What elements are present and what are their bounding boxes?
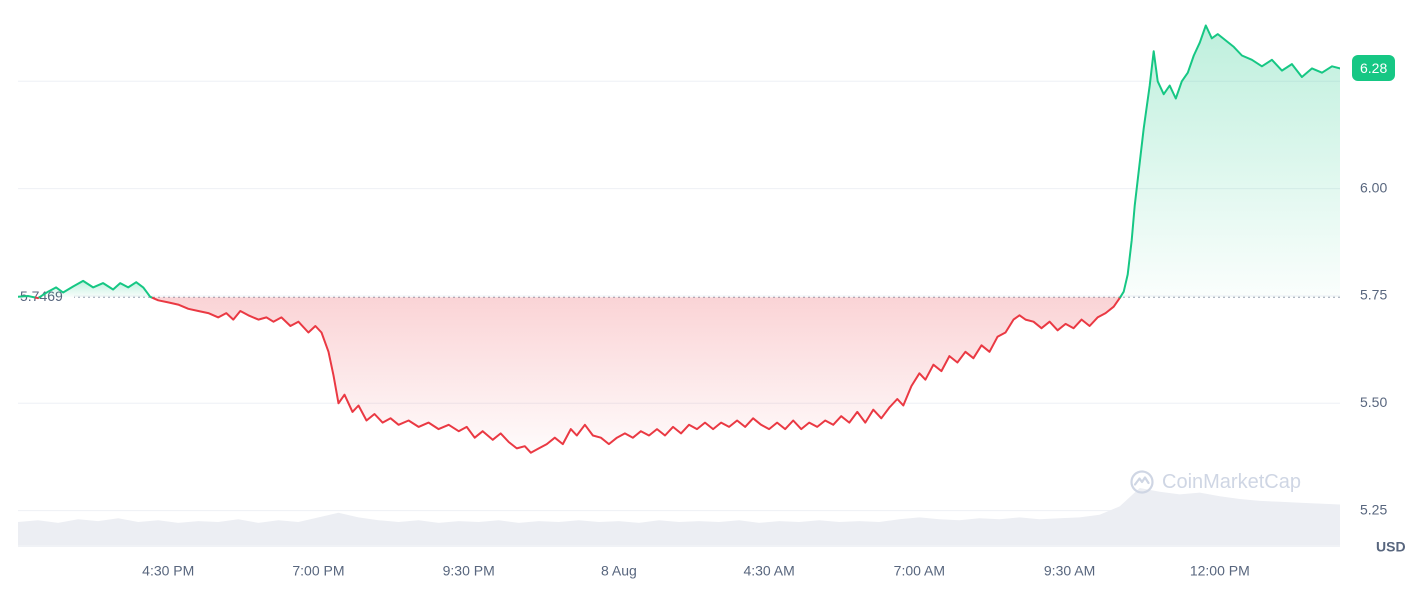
area-below [151,297,1120,452]
line-above [18,296,34,297]
current-price-badge: 6.28 [1352,55,1395,81]
x-tick-label: 8 Aug [601,562,637,578]
watermark-text: CoinMarketCap [1162,471,1301,494]
currency-label: USD [1376,539,1406,555]
y-tick-label: 5.25 [1360,501,1387,517]
x-tick-label: 7:00 AM [894,562,945,578]
y-tick-label: 5.75 [1360,287,1387,303]
price-chart[interactable]: 5.25 5.50 5.75 6.00 4:30 PM 7:00 PM 9:30 PM 8 A… [0,0,1416,608]
watermark: CoinMarketCap [1130,470,1301,494]
volume-area [18,488,1340,545]
current-price-value: 6.28 [1360,60,1387,76]
x-tick-label: 4:30 PM [142,562,194,578]
x-tick-label: 4:30 AM [743,562,794,578]
y-tick-label: 5.50 [1360,394,1387,410]
x-tick-label: 9:30 AM [1044,562,1095,578]
x-tick-label: 12:00 PM [1190,562,1250,578]
y-tick-label: 6.00 [1360,179,1387,195]
area-above [1120,26,1340,298]
coinmarketcap-icon [1130,470,1154,494]
x-tick-label: 9:30 PM [443,562,495,578]
x-tick-label: 7:00 PM [292,562,344,578]
chart-svg: 5.25 5.50 5.75 6.00 4:30 PM 7:00 PM 9:30 PM 8 A… [0,0,1416,608]
